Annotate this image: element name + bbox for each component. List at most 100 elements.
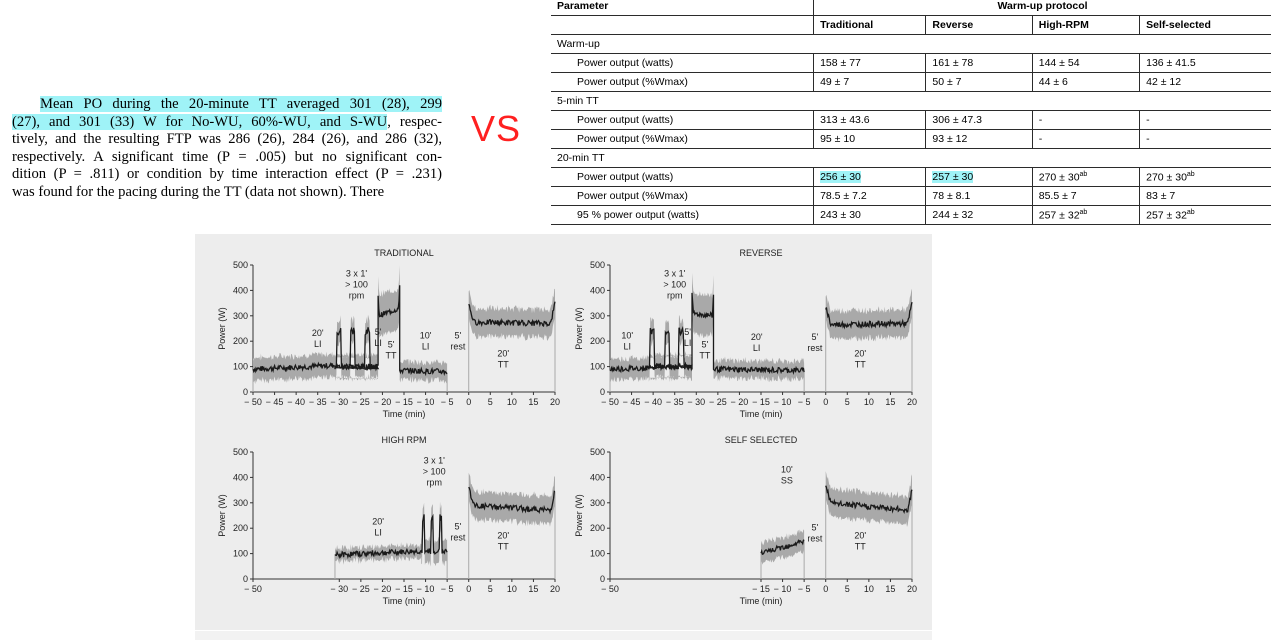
segment-annotation: 3 x 1' xyxy=(664,268,686,278)
paragraph-text: , respec- xyxy=(387,113,442,130)
table-cell: 313 ± 43.6 xyxy=(813,110,926,130)
segment-annotation: 20' xyxy=(751,332,763,342)
y-tick-label: 300 xyxy=(233,498,248,508)
row-label: Power output (watts) xyxy=(551,167,814,187)
cell-value: - xyxy=(1146,114,1150,126)
mean-power-line xyxy=(760,539,805,556)
cell-value: 136 ± 41.5 xyxy=(1146,57,1196,69)
segment-annotation: LI xyxy=(314,339,322,349)
segment-annotation: TT xyxy=(498,359,509,369)
y-tick-label: 200 xyxy=(590,336,605,346)
table-cell: 78 ± 8.1 xyxy=(925,186,1033,206)
x-tick-label: 0 xyxy=(823,397,828,407)
cell-superscript: ab xyxy=(1079,170,1088,178)
paper-paragraph: Mean PO during the 20-minute TT averaged… xyxy=(12,96,442,202)
vs-label: VS xyxy=(471,108,522,149)
cell-value: - xyxy=(1038,114,1043,126)
segment-annotation: LI xyxy=(374,338,382,348)
cell-value: 93 ± 12 xyxy=(932,133,968,145)
x-tick-label: 10 xyxy=(507,397,517,407)
x-tick-label: − 15 xyxy=(752,584,770,594)
x-tick-label: 20 xyxy=(550,584,560,594)
cell-value: 158 ± 77 xyxy=(820,57,861,69)
x-axis-label: Time (min) xyxy=(383,596,426,606)
y-tick-label: 200 xyxy=(233,336,248,346)
table-cell: 85.5 ± 7 xyxy=(1031,186,1140,206)
x-tick-label: 5 xyxy=(845,584,850,594)
highlighted-text: (27), and 301 (33) W for No-WU, 60%-WU, … xyxy=(12,113,388,130)
y-tick-label: 0 xyxy=(600,574,605,584)
table-section-row: 20-min TT xyxy=(551,148,1271,168)
table-cell: 257 ± 32ab xyxy=(1139,205,1271,225)
x-tick-label: − 10 xyxy=(774,397,792,407)
x-tick-label: − 5 xyxy=(441,584,454,594)
x-tick-label: − 15 xyxy=(395,584,413,594)
x-tick-label: − 30 xyxy=(687,397,705,407)
cell-value: 257 ± 32 xyxy=(1146,209,1187,222)
table-cell: 93 ± 12 xyxy=(925,129,1033,149)
cell-value: 144 ± 54 xyxy=(1038,57,1080,69)
y-tick-label: 200 xyxy=(233,523,248,533)
column-header: Reverse xyxy=(925,15,1033,35)
highlighted-text: Mean PO during the 20-minute TT averaged… xyxy=(40,96,442,112)
x-tick-label: − 50 xyxy=(601,397,619,407)
column-header: Traditional xyxy=(813,15,926,35)
x-tick-label: 15 xyxy=(885,397,895,407)
paragraph-text: respectively. A significant time (P = .0… xyxy=(12,148,442,165)
segment-annotation: 5' xyxy=(812,332,819,342)
cell-value: 256 ± 30 xyxy=(820,171,861,183)
table-subheader-row: Traditional Reverse High-RPM Self-select… xyxy=(551,15,1271,35)
segment-annotation: 5' xyxy=(812,523,819,533)
y-tick-label: 100 xyxy=(233,549,248,559)
x-tick-label: − 5 xyxy=(441,397,454,407)
mean-power-line xyxy=(468,486,556,515)
y-axis-label: Power (W) xyxy=(217,307,227,350)
table-cell: 243 ± 30 xyxy=(813,205,926,225)
segment-annotation: 5' xyxy=(702,340,709,350)
y-tick-label: 0 xyxy=(243,574,248,584)
x-tick-label: − 40 xyxy=(644,397,662,407)
table-row: 95 % power output (watts) 243 ± 30 244 ± 3… xyxy=(551,205,1271,225)
chart-title: TRADITIONAL xyxy=(374,248,434,258)
segment-annotation: rpm xyxy=(667,290,683,300)
segment-annotation: > 100 xyxy=(345,279,368,289)
y-tick-label: 400 xyxy=(590,472,605,482)
cell-value: 313 ± 43.6 xyxy=(820,114,870,126)
segment-annotation: TT xyxy=(498,541,509,551)
cell-value: 78.5 ± 7.2 xyxy=(820,190,867,202)
cell-value: 50 ± 7 xyxy=(932,76,962,88)
x-tick-label: − 20 xyxy=(374,397,392,407)
cell-value: 270 ± 30 xyxy=(1146,171,1187,184)
section-title: Warm-up xyxy=(551,34,1271,54)
cell-value: 257 ± 30 xyxy=(932,171,974,183)
table-cell: 158 ± 77 xyxy=(813,53,926,73)
y-tick-label: 0 xyxy=(600,387,605,397)
figure-caption-strip xyxy=(195,631,932,640)
paragraph-text: dition (P = .811) or condition by time i… xyxy=(12,166,442,183)
x-tick-label: − 20 xyxy=(374,584,392,594)
x-axis-label: Time (min) xyxy=(740,409,783,419)
segment-annotation: rest xyxy=(807,343,823,353)
x-tick-label: − 10 xyxy=(417,584,435,594)
segment-annotation: 20' xyxy=(372,516,384,526)
segment-annotation: rest xyxy=(450,342,466,352)
table-cell: - xyxy=(1139,110,1271,130)
x-axis-label: Time (min) xyxy=(383,409,426,419)
x-tick-label: − 45 xyxy=(623,397,641,407)
mean-power-line xyxy=(609,292,805,376)
table-cell: 78.5 ± 7.2 xyxy=(813,186,926,206)
segment-annotation: 10' xyxy=(420,331,432,341)
y-tick-label: 0 xyxy=(243,387,248,397)
segment-annotation: TT xyxy=(386,351,397,361)
segment-annotation: TT xyxy=(855,541,866,551)
y-tick-label: 500 xyxy=(590,260,605,270)
segment-annotation: > 100 xyxy=(663,279,686,289)
paragraph-text: was found for the pacing during the TT (… xyxy=(12,183,385,200)
x-tick-label: 5 xyxy=(488,584,493,594)
row-label: Power output (%Wmax) xyxy=(551,186,814,206)
y-axis-label: Power (W) xyxy=(574,494,584,537)
figure-panel: TRADITIONAL 0 100 200 300 400 500− 50− 45− 40−… xyxy=(195,234,932,630)
paragraph-line: dition (P = .811) or condition by time i… xyxy=(12,166,442,184)
y-axis-label: Power (W) xyxy=(574,307,584,350)
